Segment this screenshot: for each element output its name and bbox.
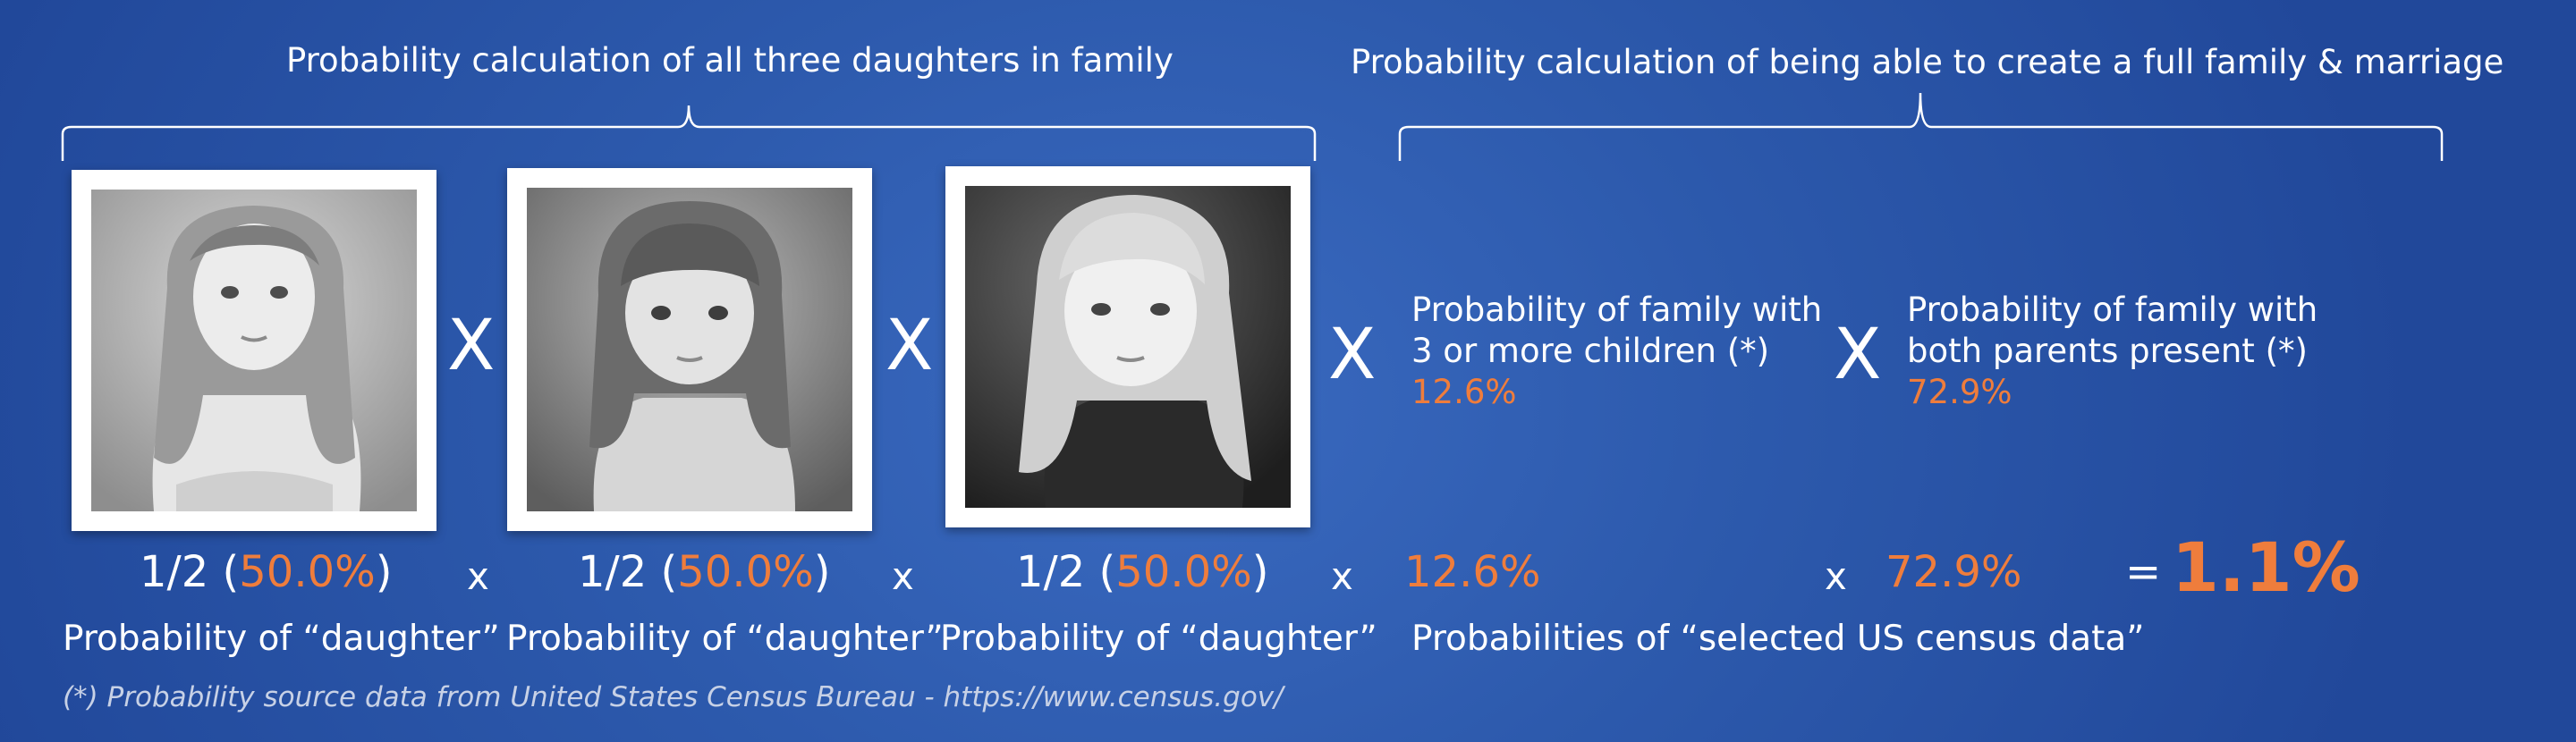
multiply-x-big-2: X [886, 306, 934, 386]
criteria-children: Probability of family with 3 or more chi… [1411, 290, 1822, 413]
equals-sign: = [2125, 547, 2162, 597]
criteria-parents-line1: Probability of family with [1907, 291, 2318, 329]
girl-portrait-3 [965, 186, 1291, 508]
census-value-children: 12.6% [1404, 547, 1541, 597]
fraction-3: 1/2 (50.0%) [1016, 547, 1268, 597]
criteria-parents: Probability of family with both parents … [1907, 290, 2318, 413]
fraction-2-percent: 50.0% [677, 547, 814, 597]
fraction-2: 1/2 (50.0%) [578, 547, 830, 597]
census-value-parents: 72.9% [1885, 547, 2022, 597]
result-value: 1.1% [2172, 527, 2360, 607]
fraction-3-suffix: ) [1251, 547, 1269, 597]
photo-daughter-2 [507, 168, 872, 531]
fraction-3-percent: 50.0% [1115, 547, 1252, 597]
multiply-x-big-1: X [447, 306, 496, 386]
footnote: (*) Probability source data from United … [63, 681, 1284, 713]
photo-daughter-3 [945, 166, 1310, 527]
label-census: Probabilities of “selected US census dat… [1411, 619, 2145, 659]
fraction-1: 1/2 (50.0%) [140, 547, 392, 597]
criteria-parents-value: 72.9% [1907, 373, 2012, 411]
fraction-1-prefix: 1/2 ( [140, 547, 240, 597]
fraction-1-suffix: ) [375, 547, 393, 597]
label-daughter-2: Probability of “daughter” [506, 619, 944, 659]
criteria-children-value: 12.6% [1411, 373, 1517, 411]
criteria-children-line2: 3 or more children (*) [1411, 332, 1770, 370]
girl-portrait-1 [91, 190, 417, 511]
bracket-family [1398, 92, 2444, 161]
multiply-x-big-3: X [1328, 315, 1377, 395]
label-daughter-3: Probability of “daughter” [940, 619, 1377, 659]
girl-portrait-2 [527, 188, 852, 511]
criteria-parents-line2: both parents present (*) [1907, 332, 2308, 370]
criteria-children-line1: Probability of family with [1411, 291, 1823, 329]
bracket-daughters [61, 105, 1317, 161]
multiply-x-big-4: X [1834, 315, 1882, 395]
header-family: Probability calculation of being able to… [1351, 43, 2504, 81]
fraction-2-suffix: ) [813, 547, 831, 597]
header-daughters: Probability calculation of all three dau… [286, 41, 1174, 80]
photo-daughter-1 [72, 170, 436, 531]
fraction-2-prefix: 1/2 ( [578, 547, 678, 597]
fraction-3-prefix: 1/2 ( [1016, 547, 1116, 597]
label-daughter-1: Probability of “daughter” [63, 619, 500, 659]
multiply-x-small-3: x [1331, 554, 1353, 598]
multiply-x-small-2: x [892, 554, 914, 598]
multiply-x-small-1: x [467, 554, 489, 598]
fraction-1-percent: 50.0% [239, 547, 376, 597]
multiply-x-small-4: x [1825, 554, 1847, 598]
